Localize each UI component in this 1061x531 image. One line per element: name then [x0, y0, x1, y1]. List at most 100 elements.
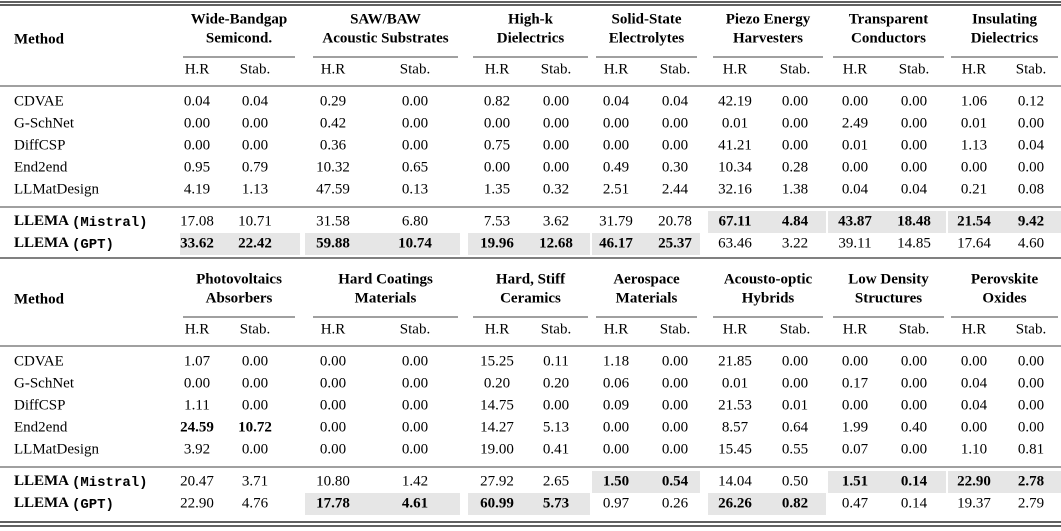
highlight-cell [305, 233, 372, 255]
value-cell: 0.06 [603, 375, 630, 391]
sub-header: H.R [723, 321, 748, 337]
value-cell: 0.40 [901, 419, 927, 435]
sub-header: H.R [843, 61, 868, 77]
value-cell: 0.11 [543, 353, 569, 369]
value-cell: 0.00 [603, 115, 629, 131]
value-cell: 1.99 [842, 419, 868, 435]
value-cell: 0.00 [782, 375, 808, 391]
group-header: Structures [855, 290, 922, 306]
highlight-cell [527, 493, 590, 515]
value-cell: 0.00 [662, 397, 688, 413]
value-cell: 59.88 [316, 235, 350, 251]
sub-header: Stab. [899, 61, 929, 77]
value-cell: 31.58 [316, 213, 350, 229]
value-cell: 0.08 [1018, 181, 1044, 197]
value-cell: 0.00 [320, 419, 346, 435]
sub-header: H.R [843, 321, 868, 337]
value-cell: 1.50 [603, 473, 629, 489]
value-cell: 0.00 [242, 397, 268, 413]
value-cell: 0.00 [901, 93, 927, 109]
value-cell: 0.00 [543, 137, 569, 153]
value-cell: 3.92 [184, 441, 210, 457]
value-cell: 0.04 [961, 375, 988, 391]
sub-header: Stab. [240, 321, 270, 337]
value-cell: 10.74 [398, 235, 432, 251]
sub-header: Stab. [240, 61, 270, 77]
value-cell: 0.04 [842, 181, 869, 197]
method-name: LLEMA (GPT) [14, 235, 114, 252]
value-cell: 0.00 [1018, 397, 1044, 413]
value-cell: 21.53 [718, 397, 752, 413]
value-cell: 0.00 [543, 159, 569, 175]
value-cell: 42.19 [718, 93, 752, 109]
value-cell: 20.47 [180, 473, 214, 489]
value-cell: 1.11 [184, 397, 210, 413]
value-cell: 17.64 [957, 235, 991, 251]
value-cell: 10.32 [316, 159, 350, 175]
value-cell: 0.36 [320, 137, 347, 153]
value-cell: 0.00 [901, 159, 927, 175]
value-cell: 2.51 [603, 181, 629, 197]
value-cell: 0.00 [961, 353, 987, 369]
value-cell: 0.97 [603, 495, 630, 511]
value-cell: 0.04 [184, 93, 211, 109]
value-cell: 0.81 [1018, 441, 1044, 457]
value-cell: 67.11 [719, 213, 752, 229]
value-cell: 5.13 [543, 419, 569, 435]
value-cell: 21.85 [718, 353, 752, 369]
value-cell: 0.04 [901, 181, 928, 197]
sub-header: Stab. [400, 61, 430, 77]
sub-header: Stab. [541, 61, 571, 77]
value-cell: 0.82 [484, 93, 510, 109]
highlight-cell [527, 233, 590, 255]
group-header: Wide-Bandgap [191, 11, 287, 27]
value-cell: 0.00 [320, 397, 346, 413]
value-cell: 0.04 [1018, 137, 1045, 153]
value-cell: 0.00 [320, 353, 346, 369]
highlight-cell [765, 493, 826, 515]
highlight-cell [468, 233, 527, 255]
highlight-cell [828, 471, 885, 493]
value-cell: 6.80 [402, 213, 428, 229]
value-cell: 0.00 [901, 353, 927, 369]
value-cell: 0.00 [242, 137, 268, 153]
sub-header: Stab. [1016, 61, 1046, 77]
sub-header: Stab. [899, 321, 929, 337]
value-cell: 0.95 [184, 159, 210, 175]
sub-header: H.R [962, 321, 987, 337]
value-cell: 0.00 [402, 115, 428, 131]
value-cell: 3.71 [242, 473, 268, 489]
value-cell: 10.71 [238, 213, 272, 229]
value-cell: 0.82 [782, 495, 808, 511]
value-cell: 4.60 [1018, 235, 1044, 251]
group-header: Acoustic Substrates [322, 30, 448, 46]
method-name: End2end [14, 419, 68, 435]
value-cell: 47.59 [316, 181, 350, 197]
value-cell: 32.16 [718, 181, 752, 197]
group-header: Low Density [848, 271, 929, 287]
value-cell: 0.00 [901, 397, 927, 413]
highlight-cell [885, 211, 946, 233]
value-cell: 20.78 [658, 213, 692, 229]
sub-header: H.R [321, 61, 346, 77]
value-cell: 0.00 [1018, 419, 1044, 435]
value-cell: 0.20 [484, 375, 510, 391]
sub-header: H.R [723, 61, 748, 77]
group-header: Piezo Energy [726, 11, 811, 27]
value-cell: 4.19 [184, 181, 210, 197]
group-header: Oxides [982, 290, 1026, 306]
highlight-cell [708, 493, 765, 515]
group-header: Hard Coatings [338, 271, 433, 287]
value-cell: 0.00 [242, 375, 268, 391]
group-header: Materials [616, 290, 678, 306]
value-cell: 0.00 [543, 115, 569, 131]
value-cell: 0.00 [901, 375, 927, 391]
value-cell: 4.84 [782, 213, 809, 229]
method-name: LLMatDesign [14, 441, 99, 457]
value-cell: 19.00 [480, 441, 514, 457]
value-cell: 22.90 [957, 473, 991, 489]
value-cell: 60.99 [480, 495, 514, 511]
value-cell: 0.00 [782, 137, 808, 153]
value-cell: 0.07 [842, 441, 869, 457]
value-cell: 0.00 [782, 115, 808, 131]
